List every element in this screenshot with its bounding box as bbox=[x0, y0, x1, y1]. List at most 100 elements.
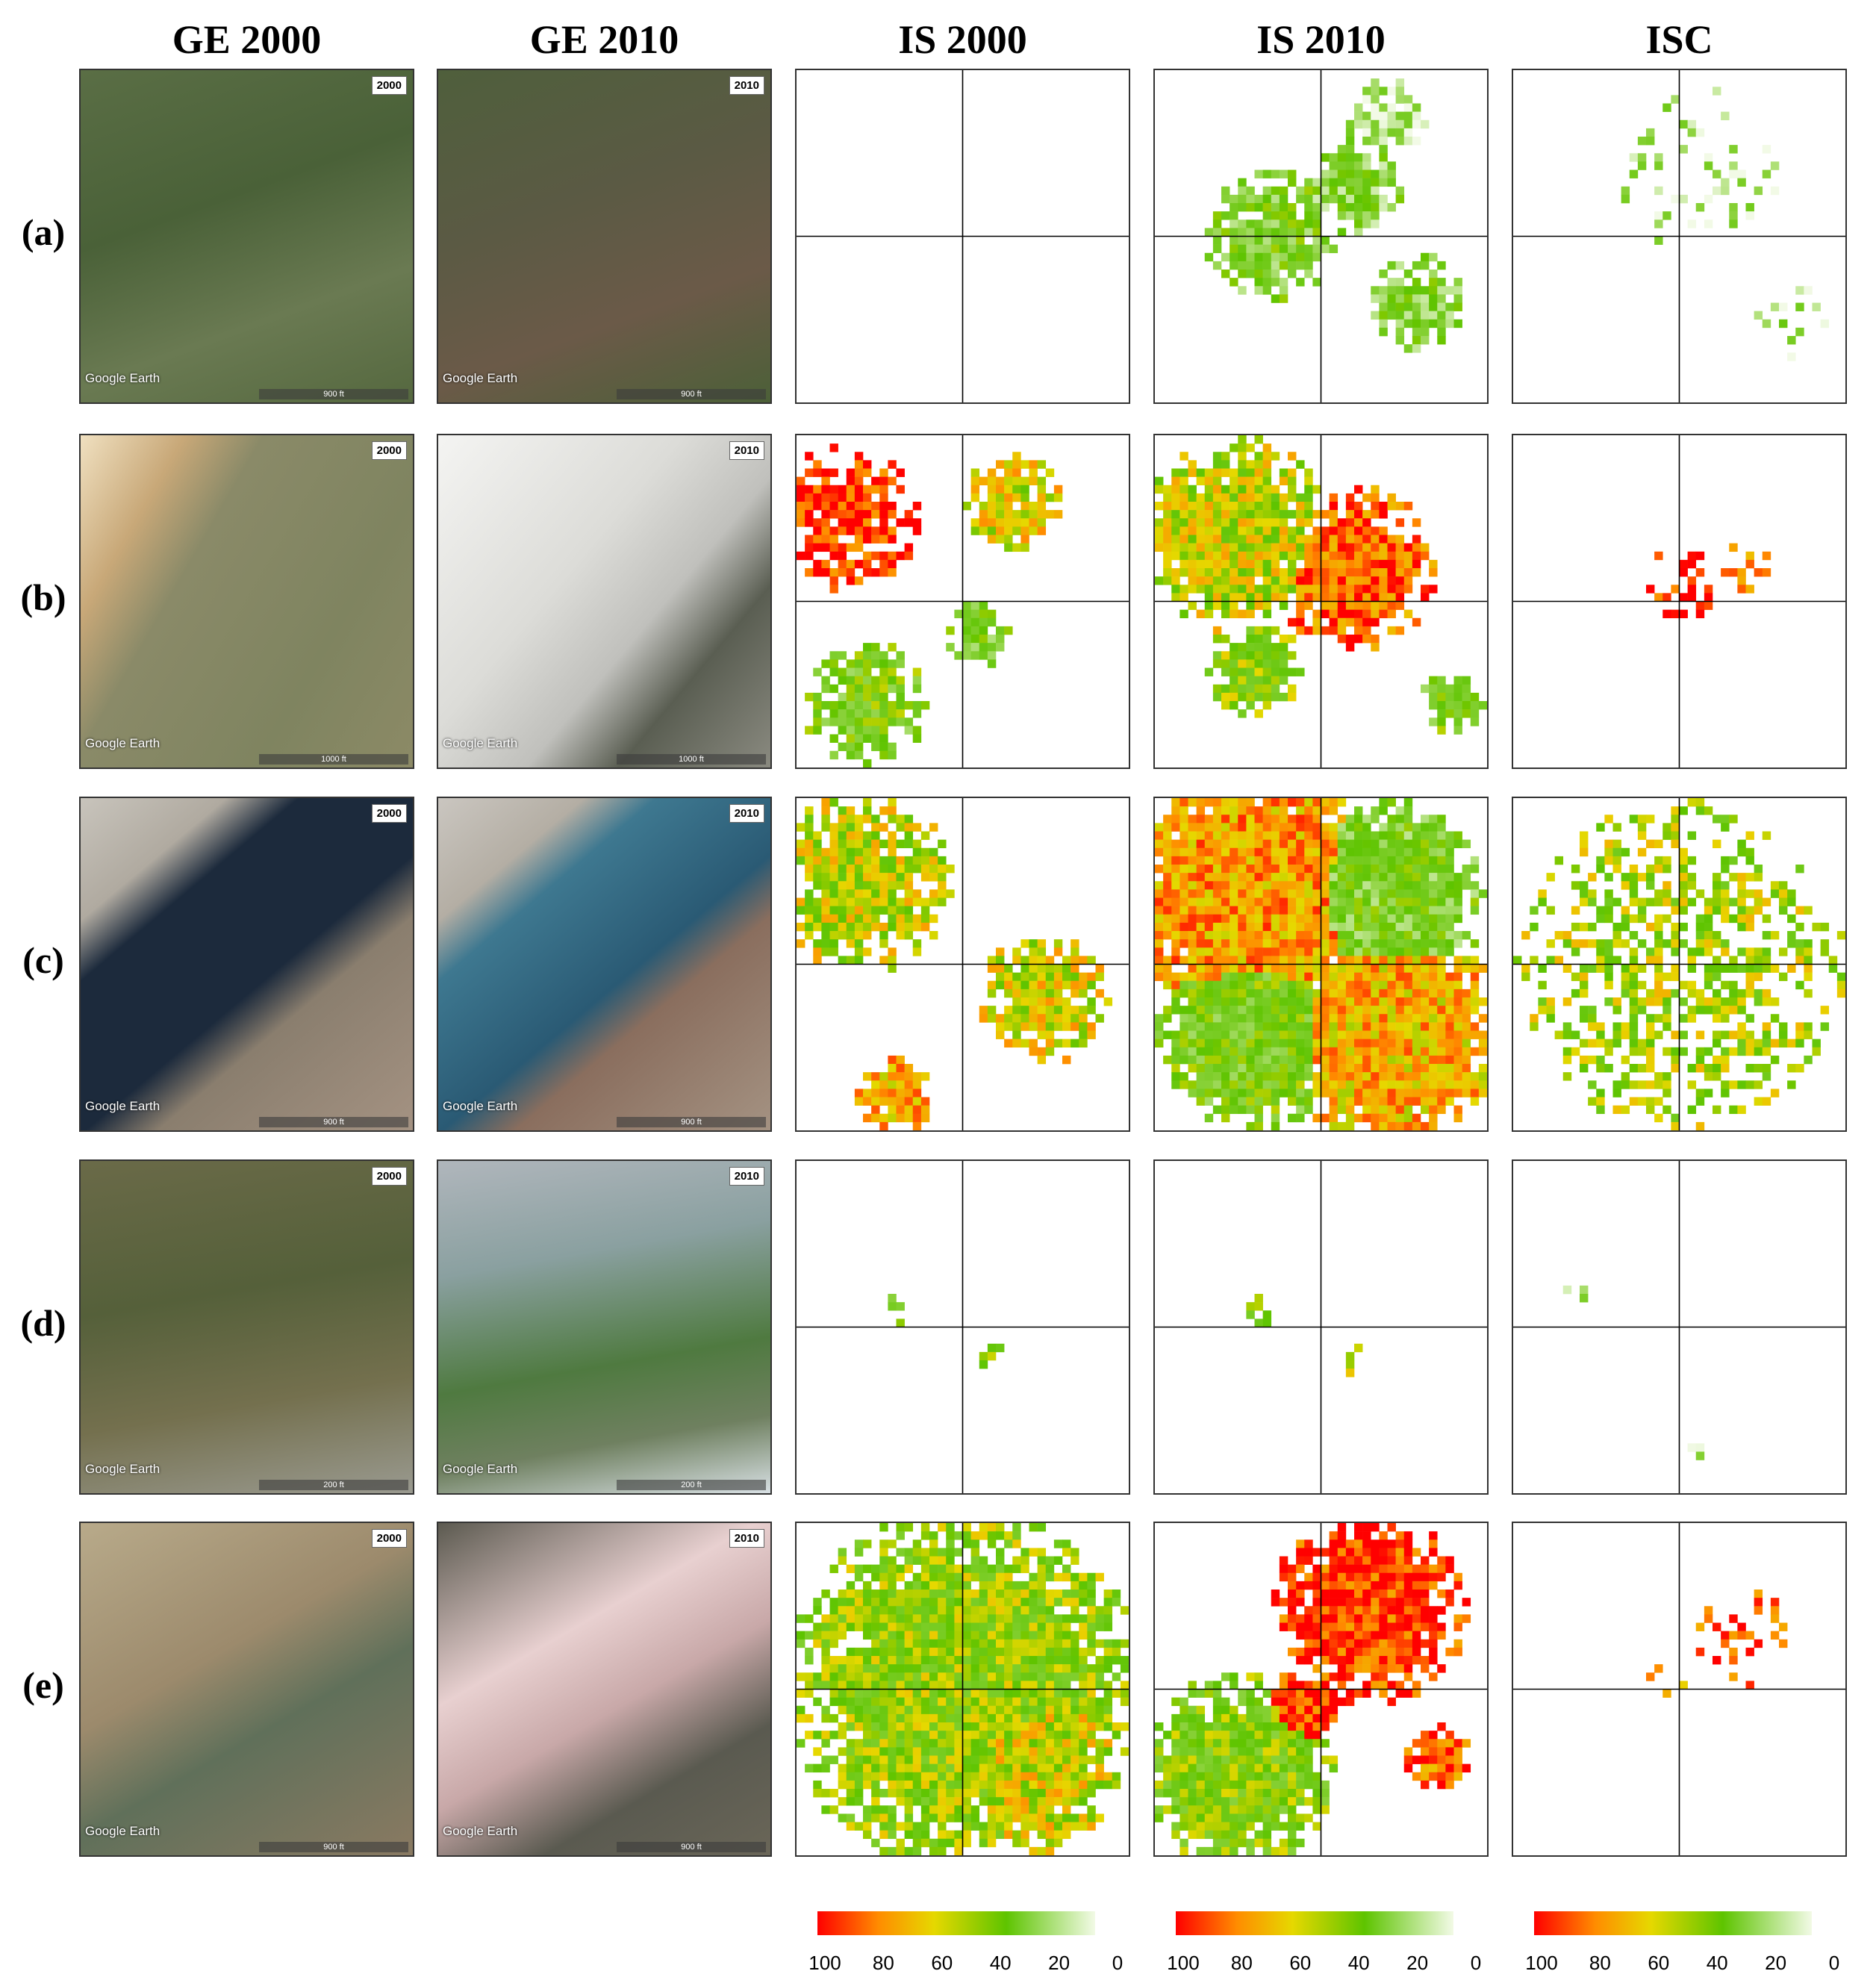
map-cell bbox=[829, 1681, 838, 1690]
map-cell bbox=[1337, 1105, 1347, 1115]
map-cell bbox=[1037, 460, 1047, 469]
map-cell bbox=[1445, 931, 1454, 940]
map-cell bbox=[1453, 897, 1462, 906]
map-cell bbox=[896, 717, 905, 726]
map-cell bbox=[1029, 468, 1038, 477]
map-cell bbox=[1254, 1072, 1263, 1081]
map-cell bbox=[838, 1797, 847, 1806]
map-cell bbox=[813, 709, 822, 718]
map-cell bbox=[1188, 493, 1197, 502]
map-cell bbox=[1371, 939, 1380, 948]
map-cell bbox=[1329, 1064, 1339, 1073]
map-cell bbox=[1395, 972, 1405, 982]
map-cell bbox=[1188, 1064, 1197, 1073]
map-cell bbox=[1371, 856, 1380, 865]
map-cell bbox=[946, 865, 955, 874]
map-cell bbox=[1687, 576, 1697, 585]
map-cell bbox=[938, 1564, 947, 1574]
map-cell bbox=[1329, 865, 1339, 874]
map-cell bbox=[1246, 252, 1255, 262]
map-cell bbox=[920, 1622, 930, 1631]
map-cell bbox=[1721, 1047, 1730, 1056]
map-cell bbox=[1238, 452, 1247, 461]
map-cell bbox=[846, 865, 856, 874]
map-cell bbox=[838, 726, 847, 735]
map-cell bbox=[1387, 103, 1396, 112]
map-cell bbox=[896, 659, 905, 668]
map-cell bbox=[1395, 78, 1405, 87]
map-cell bbox=[1412, 1006, 1421, 1015]
map-cell bbox=[1221, 1022, 1230, 1031]
map-cell bbox=[987, 1631, 997, 1640]
map-cell bbox=[1321, 1064, 1330, 1073]
map-cell bbox=[912, 1705, 922, 1715]
map-cell bbox=[1238, 1097, 1247, 1106]
map-cell bbox=[829, 543, 838, 552]
map-cell bbox=[1171, 972, 1180, 982]
map-cell bbox=[1395, 568, 1405, 577]
map-cell bbox=[1687, 551, 1697, 561]
map-cell bbox=[1538, 897, 1547, 906]
map-cell bbox=[1155, 518, 1164, 527]
map-cell bbox=[1713, 997, 1721, 1006]
map-cell bbox=[1196, 1089, 1206, 1097]
map-cell bbox=[946, 1747, 955, 1756]
map-cell bbox=[1345, 502, 1355, 511]
map-cell bbox=[1238, 203, 1247, 212]
map-cell bbox=[1230, 939, 1238, 948]
map-cell bbox=[1345, 1055, 1355, 1065]
map-cell bbox=[1354, 997, 1363, 1006]
map-cell bbox=[1379, 798, 1388, 807]
map-cell bbox=[863, 502, 872, 511]
map-cell bbox=[1671, 1055, 1680, 1065]
map-cell bbox=[1588, 1022, 1597, 1031]
map-cell bbox=[1238, 568, 1247, 577]
map-cell bbox=[1037, 526, 1047, 535]
map-cell bbox=[1029, 526, 1038, 535]
map-cell bbox=[813, 526, 822, 535]
map-cell bbox=[987, 1772, 997, 1781]
map-cell bbox=[1212, 931, 1222, 940]
map-cell bbox=[846, 568, 856, 577]
map-cell bbox=[1279, 576, 1288, 585]
map-cell bbox=[1279, 839, 1288, 849]
map-cell bbox=[1296, 278, 1305, 287]
map-cell bbox=[1654, 236, 1663, 245]
map-cell bbox=[1053, 1772, 1063, 1781]
map-cell bbox=[904, 1080, 914, 1089]
map-cell bbox=[1254, 585, 1263, 594]
map-cell bbox=[863, 1755, 872, 1764]
map-cell bbox=[904, 1705, 914, 1715]
map-cell bbox=[1329, 169, 1339, 178]
map-cell bbox=[1221, 1097, 1230, 1106]
map-cell bbox=[1470, 865, 1480, 874]
map-cell bbox=[1045, 1805, 1055, 1814]
map-cell bbox=[1188, 815, 1197, 823]
map-cell bbox=[979, 1006, 988, 1015]
map-cell bbox=[838, 1631, 847, 1640]
map-cell bbox=[1179, 609, 1188, 619]
map-cell bbox=[1254, 543, 1263, 552]
map-cell bbox=[1453, 676, 1462, 685]
map-cell bbox=[821, 493, 830, 502]
map-cell bbox=[879, 493, 888, 502]
map-cell bbox=[1329, 1089, 1339, 1097]
map-cell bbox=[1329, 601, 1339, 610]
map-cell bbox=[954, 1747, 963, 1756]
map-cell bbox=[896, 897, 905, 906]
map-cell bbox=[920, 1747, 930, 1756]
map-cell bbox=[1288, 931, 1297, 940]
map-cell bbox=[896, 1302, 905, 1311]
scale-bar: 1000 ft bbox=[617, 754, 766, 765]
map-cell bbox=[1020, 1697, 1029, 1707]
map-cell bbox=[1071, 1780, 1079, 1790]
map-cell bbox=[1196, 906, 1206, 915]
map-cell bbox=[1045, 1022, 1055, 1031]
map-cell bbox=[1345, 186, 1355, 196]
map-cell bbox=[854, 1664, 864, 1673]
map-cell bbox=[1687, 128, 1697, 137]
map-cell bbox=[1254, 626, 1263, 635]
map-cell bbox=[979, 1523, 988, 1532]
map-cell bbox=[896, 839, 905, 849]
map-cell bbox=[1221, 988, 1230, 998]
